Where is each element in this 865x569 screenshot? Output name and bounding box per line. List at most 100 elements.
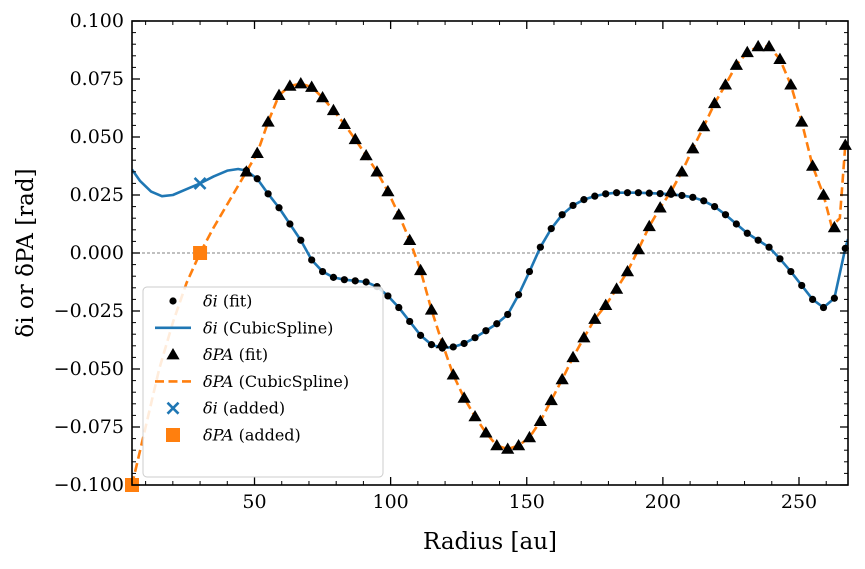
di-fit-point [286,220,294,228]
di-fit-point [514,291,523,299]
di-fit-point [754,236,762,244]
dpa-fit-point [544,393,558,406]
x-tick-label: 200 [645,491,681,513]
dpa-fit-point [250,146,264,158]
dpa-fit-point [294,77,308,89]
x-tick-label: 250 [781,491,817,513]
dpa-fit-point [501,442,515,454]
legend-label: δi (fit) [203,292,252,311]
dpa-fit-point [729,58,743,70]
y-tick-label: −0.100 [54,474,124,496]
legend-label-symbol: δi [203,292,218,311]
di-fit-point [700,197,708,205]
legend-label-symbol: δi [203,318,218,337]
y-axis-label: δi or δPA [rad] [13,168,39,337]
di-fit-point [656,190,664,198]
dpa-fit-point [337,117,351,129]
legend-handle-marker [166,348,180,360]
legend-label-symbol: δPA [203,372,233,391]
di-fit-point [732,220,740,228]
legend-label-note: (fit) [233,345,268,364]
legend-label-note: (CubicSpline) [218,318,334,337]
di-fit-point [362,278,370,286]
dpa-fit-point [392,208,406,220]
dpa-fit-point [773,52,787,65]
dpa-fit-point [261,115,275,127]
dpa-fit-point [588,312,602,324]
legend-entry: δi (added) [166,399,285,418]
dpa-fit-point [577,331,591,343]
dpa-fit-point [381,184,395,197]
di-fit-point [264,190,272,198]
di-fit-point [612,189,621,197]
di-fit-point [743,229,751,237]
di-fit-point [493,320,501,328]
di-added-point [193,176,207,190]
dpa-fit-point [642,219,656,232]
legend-label-note: (CubicSpline) [233,372,349,391]
di-fit-point [634,189,642,197]
di-fit-point [580,196,588,204]
dpa-fit-point [533,414,547,426]
di-fit-point [591,192,599,200]
dpa-fit-point [620,264,635,277]
di-fit-point [798,281,806,290]
dpa-fit-point [348,132,362,145]
di-fit-point [253,175,261,183]
y-tick-label: 0.050 [70,126,124,148]
dpa-fit-point [326,103,341,116]
x-tick-label: 50 [242,491,266,513]
di-fit-point [558,211,566,219]
dpa-fit-point [305,80,319,92]
dpa-fit-point [631,242,645,255]
dpa-fit-point [413,263,428,276]
dpa-fit-point [315,90,330,103]
di-fit-point [809,295,817,303]
di-fit-point [819,303,828,312]
di-fit-point [678,191,686,200]
x-tick-label: 100 [372,491,408,513]
di-fit-point [765,243,773,251]
legend-label: δPA (CubicSpline) [203,372,349,391]
dpa-fit-point [806,159,820,171]
di-fit-point [416,331,425,339]
legend-label-note: (added) [218,399,285,418]
di-fit-point [275,204,283,212]
di-fit-point [776,255,784,263]
legend-label: δi (added) [203,399,285,418]
dpa-fit-point [446,368,460,380]
dpa-fit-point [490,438,504,451]
dpa-fit-point [457,391,471,403]
di-fit-point [384,292,392,300]
di-fit-point [667,190,675,198]
legend: δi (fit)δi (CubicSpline)δPA (fit)δPA (Cu… [142,286,384,478]
legend-entry: δi (fit) [169,292,252,311]
di-fit-point [340,276,348,284]
di-fit-point [721,211,730,219]
legend-entry: δi (CubicSpline) [155,318,333,337]
di-fit-point [602,190,610,198]
dpa-fit-point [784,78,798,90]
legend-entry: δPA (CubicSpline) [155,372,349,391]
legend-entry: δPA (added) [166,426,301,445]
legend-handle-marker [166,401,180,415]
di-fit-point [569,201,577,210]
di-fit-point [406,317,414,326]
legend-label-symbol: δPA [203,345,233,364]
di-fit-point [623,189,632,197]
dpa-fit-point [718,78,733,90]
di-fit-point [351,277,359,285]
y-tick-label: 0.075 [70,68,124,90]
dpa-fit-point [609,282,624,294]
dpa-fit-point [686,142,700,154]
dpa-added-point [193,246,208,260]
legend-box [142,286,384,478]
di-fit-point [645,189,653,197]
di-fit-point [841,244,849,252]
legend-handle-marker [169,297,177,305]
dpa-fit-point [708,96,722,109]
dpa-fit-point [468,409,482,422]
dpa-fit-point [816,188,831,200]
di-fit-point [438,344,446,352]
